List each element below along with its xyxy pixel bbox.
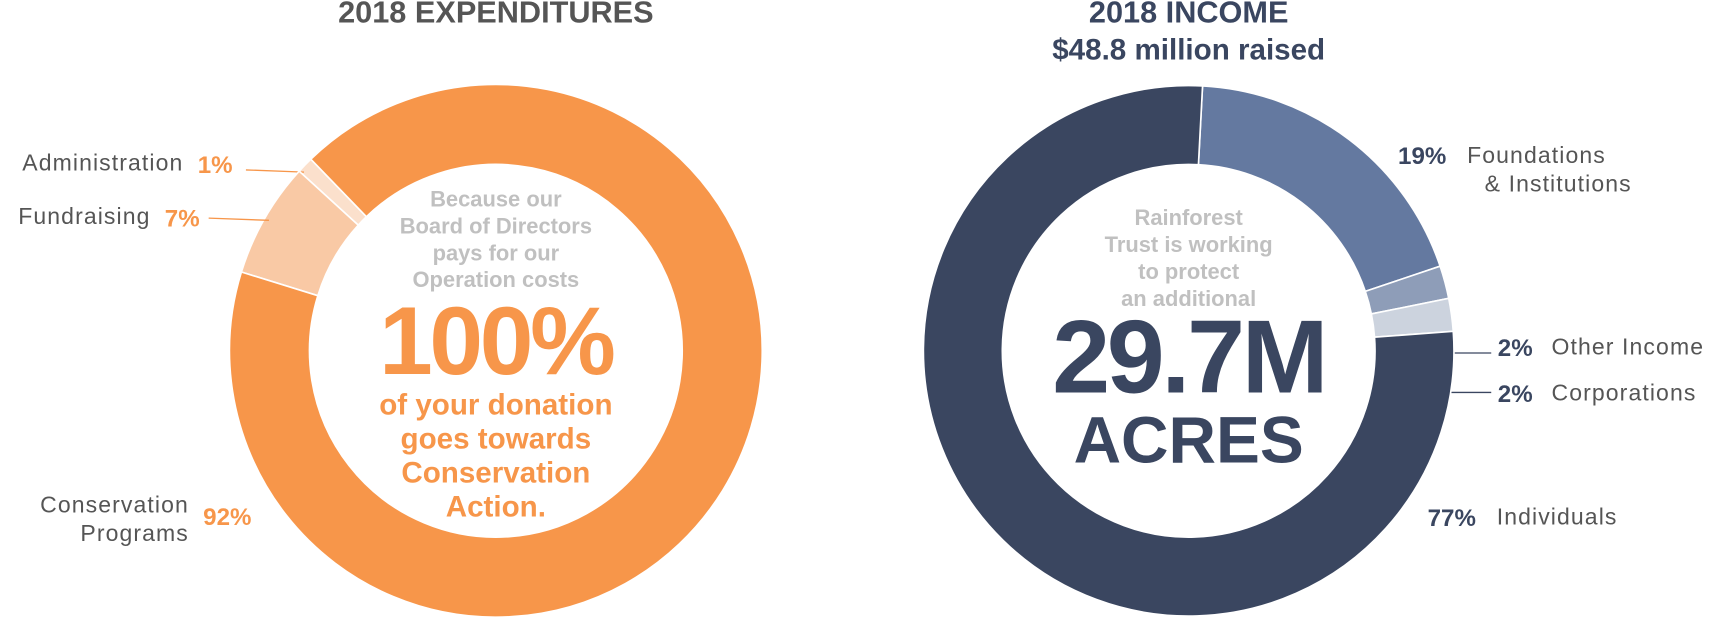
slice-label: Individuals [1497, 504, 1618, 530]
slice-label: Administration [22, 150, 183, 176]
slice-value-label: 1% [198, 152, 233, 179]
center-value: 29.7M [1052, 300, 1325, 416]
chart-subtitle: $48.8 million raised [1052, 33, 1325, 66]
slice-value-label: 2% [1498, 381, 1533, 408]
donut-slice [228, 83, 764, 618]
chart-title: 2018 EXPENDITURES [338, 0, 654, 29]
slice-label: Foundations & Institutions [1467, 142, 1632, 197]
slice-label: Fundraising [18, 203, 150, 229]
chart-title: 2018 INCOME [1089, 0, 1289, 29]
slice-label: Conservation Programs [40, 492, 189, 547]
donut-slice [922, 84, 1455, 617]
center-note: Rainforest Trust is working to protect an a… [1105, 205, 1273, 311]
center-note: Because our Board of Directors pays for ou… [400, 186, 592, 292]
leader-line [245, 169, 305, 173]
slice-value-label: 7% [165, 206, 200, 233]
slice-value-label: 77% [1428, 505, 1476, 532]
slice-value-label: 2% [1498, 335, 1533, 362]
center-caption: ACRES [1074, 402, 1304, 476]
slice-value-label: 92% [203, 504, 251, 531]
donut-slice [240, 170, 360, 297]
leader-line [208, 217, 269, 221]
slice-value-label: 19% [1398, 143, 1446, 170]
center-caption: of your donation goes towards Conservation… [379, 389, 612, 524]
slice-label: Other Income [1552, 334, 1705, 360]
slice-label: Corporations [1552, 380, 1697, 406]
center-value: 100% [379, 288, 614, 395]
